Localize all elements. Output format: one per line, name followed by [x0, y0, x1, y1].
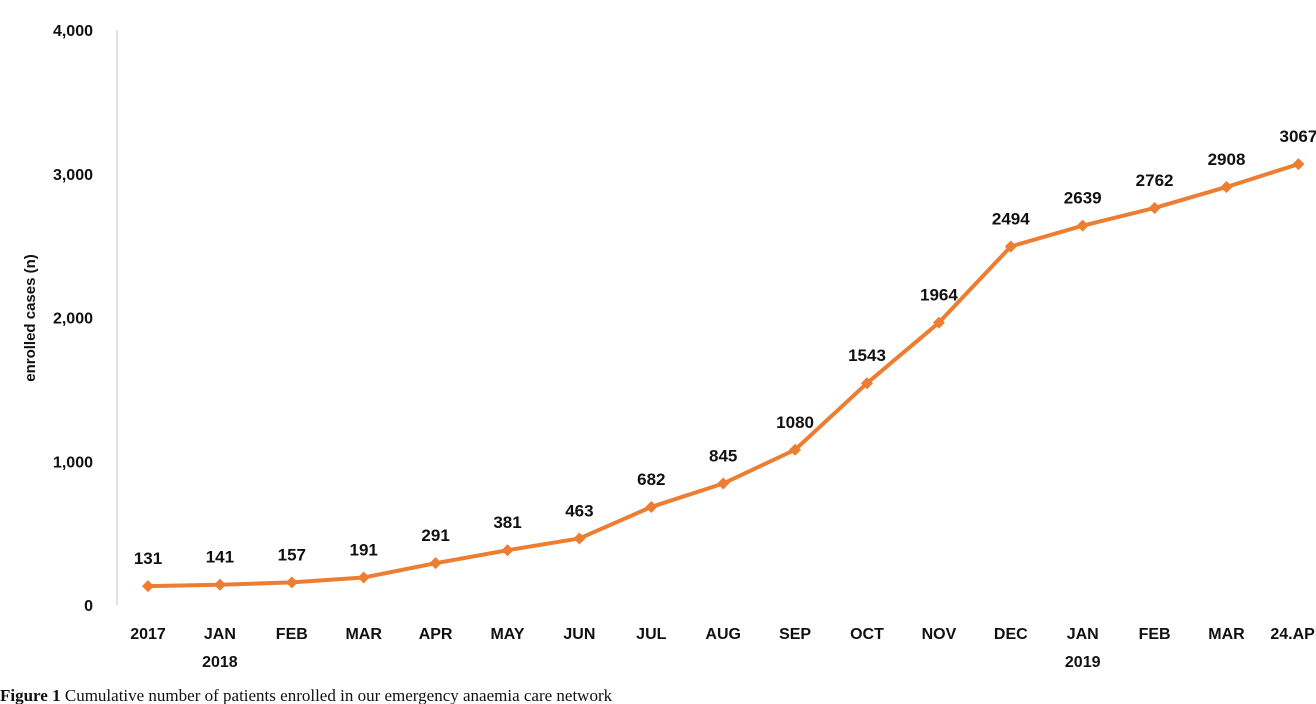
data-label: 2908 — [1208, 150, 1246, 169]
x-tick-label: JUL — [636, 626, 666, 643]
figure-caption: Figure 1 Cumulative number of patients e… — [0, 686, 1316, 704]
data-label: 141 — [206, 548, 234, 567]
data-label: 157 — [278, 545, 306, 564]
y-tick-label: 4,000 — [53, 23, 93, 40]
data-label: 845 — [709, 447, 737, 466]
data-label: 1964 — [920, 286, 958, 305]
x-tick-label: DEC — [994, 626, 1028, 643]
y-tick-labels: 0 1,000 2,000 3,000 4,000 — [53, 23, 93, 615]
data-point-marker — [1004, 240, 1017, 253]
data-point-marker — [1292, 158, 1305, 171]
x-tick-label: SEP — [779, 626, 811, 643]
data-point-marker — [429, 557, 442, 570]
x-tick-label: 2017 — [130, 626, 166, 643]
data-point-marker — [213, 578, 226, 591]
data-point-marker — [501, 544, 514, 557]
data-point-marker — [789, 443, 802, 456]
x-tick-label: NOV — [922, 626, 957, 643]
data-label: 1543 — [848, 346, 886, 365]
x-tick-label: JAN 2019 — [1065, 626, 1101, 671]
data-point-marker — [861, 377, 873, 390]
data-label: 381 — [493, 513, 521, 532]
x-tick-label: JAN 2018 — [202, 626, 238, 671]
y-tick-label: 1,000 — [53, 454, 93, 471]
y-tick-label: 3,000 — [53, 167, 93, 184]
x-tick-label: 24.APR — [1270, 626, 1316, 643]
data-label: 291 — [421, 526, 449, 545]
data-label: 1080 — [776, 413, 814, 432]
y-tick-label: 0 — [84, 598, 93, 615]
data-label: 191 — [350, 541, 378, 560]
data-point-marker — [717, 477, 730, 490]
data-markers — [142, 158, 1305, 593]
data-point-marker — [357, 571, 370, 584]
x-tick-label: MAR — [345, 626, 382, 643]
x-tick-label: MAR — [1208, 626, 1245, 643]
data-label: 2762 — [1136, 171, 1174, 190]
x-tick-labels: 2017 JAN 2018 FEB MAR APR MAY JUN JUL AUG SEP OCT NO… — [130, 626, 1316, 671]
y-tick-label: 2,000 — [53, 311, 93, 328]
data-labels: 131 141 157 191 291 381 463 682 845 1080 1543 1964 2… — [134, 127, 1316, 568]
data-point-marker — [1148, 201, 1161, 214]
data-label: 682 — [637, 470, 665, 489]
y-axis-label: enrolled cases (n) — [22, 254, 39, 382]
data-label: 131 — [134, 549, 162, 568]
line-chart: 0 1,000 2,000 3,000 4,000 enrolled cases (n)… — [22, 23, 1316, 671]
x-tick-label: JUN — [563, 626, 595, 643]
x-tick-label: FEB — [1139, 626, 1171, 643]
data-label: 463 — [565, 501, 593, 520]
figure-caption-label: Figure 1 — [0, 686, 61, 704]
x-tick-label: APR — [419, 626, 453, 643]
data-point-marker — [1220, 180, 1233, 193]
data-label: 3067 — [1279, 127, 1316, 146]
data-label: 2639 — [1064, 189, 1102, 208]
data-point-marker — [1076, 219, 1089, 232]
data-point-marker — [573, 532, 586, 545]
series-line — [146, 162, 1301, 589]
data-point-marker — [932, 316, 945, 329]
x-tick-label: MAY — [490, 626, 524, 643]
x-tick-label: OCT — [850, 626, 884, 643]
x-tick-label: AUG — [705, 626, 741, 643]
figure-caption-text: Cumulative number of patients enrolled i… — [60, 686, 613, 704]
data-point-marker — [645, 500, 658, 513]
data-point-marker — [285, 576, 298, 589]
data-label: 2494 — [992, 209, 1030, 228]
x-tick-label: FEB — [276, 626, 308, 643]
data-point-marker — [142, 580, 154, 593]
